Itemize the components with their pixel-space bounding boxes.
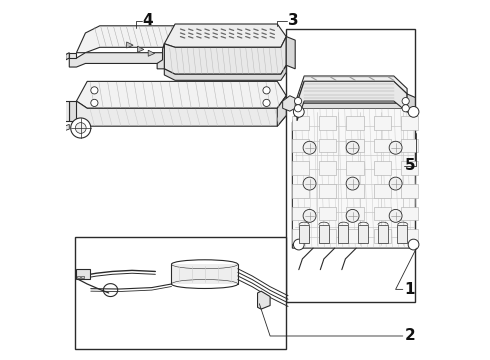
Polygon shape [407, 94, 416, 116]
Polygon shape [297, 81, 407, 121]
Bar [292, 161, 309, 175]
Bar [346, 207, 364, 220]
Circle shape [75, 123, 86, 134]
Bar [374, 139, 391, 152]
Bar [401, 207, 418, 220]
Bar [81, 276, 84, 278]
Polygon shape [64, 101, 69, 121]
Polygon shape [69, 53, 76, 58]
Bar [319, 161, 336, 175]
Circle shape [389, 177, 402, 190]
Polygon shape [62, 125, 69, 132]
Bar [338, 225, 348, 243]
Polygon shape [69, 53, 261, 67]
Polygon shape [164, 37, 286, 74]
Bar [319, 139, 336, 152]
Circle shape [294, 98, 302, 105]
Bar [292, 116, 309, 130]
Circle shape [346, 141, 359, 154]
Bar [319, 229, 336, 243]
Bar [397, 225, 408, 243]
Bar [319, 184, 336, 198]
Bar [401, 229, 418, 243]
Polygon shape [293, 103, 416, 248]
Polygon shape [66, 53, 69, 60]
Bar [74, 237, 286, 348]
Polygon shape [76, 26, 261, 53]
Circle shape [303, 177, 316, 190]
Polygon shape [148, 50, 155, 56]
Bar [76, 269, 90, 279]
Polygon shape [261, 45, 267, 62]
Bar [374, 207, 391, 220]
Circle shape [91, 99, 98, 107]
Bar [374, 161, 391, 175]
Circle shape [402, 98, 409, 105]
Text: 5: 5 [405, 158, 415, 173]
Polygon shape [164, 65, 286, 80]
Polygon shape [299, 103, 416, 108]
Text: 2: 2 [405, 328, 416, 343]
Bar [378, 225, 388, 243]
Polygon shape [283, 96, 295, 111]
Bar [318, 225, 329, 243]
Bar [401, 139, 418, 152]
Polygon shape [164, 24, 286, 47]
Bar [299, 225, 309, 243]
Polygon shape [277, 96, 286, 126]
Circle shape [346, 177, 359, 190]
Polygon shape [286, 37, 295, 69]
Text: 3: 3 [288, 13, 299, 28]
Circle shape [294, 105, 302, 112]
Circle shape [263, 87, 270, 94]
Text: 1: 1 [405, 282, 415, 297]
Polygon shape [157, 44, 164, 69]
Circle shape [389, 141, 402, 154]
Bar [374, 229, 391, 243]
Bar [77, 276, 80, 278]
Bar [401, 184, 418, 198]
Polygon shape [297, 76, 407, 103]
Bar [319, 207, 336, 220]
Circle shape [408, 239, 419, 250]
Bar [292, 139, 309, 152]
Bar [346, 229, 364, 243]
Bar [292, 207, 309, 220]
Bar [346, 161, 364, 175]
Bar [374, 116, 391, 130]
Polygon shape [172, 264, 238, 284]
Polygon shape [69, 101, 76, 121]
Circle shape [294, 107, 304, 117]
Bar [346, 184, 364, 198]
Bar [401, 116, 418, 130]
Bar [319, 116, 336, 130]
Circle shape [346, 210, 359, 222]
Circle shape [294, 239, 304, 250]
Circle shape [402, 105, 409, 112]
Bar [292, 229, 309, 243]
Circle shape [408, 107, 419, 117]
Bar [374, 184, 391, 198]
Polygon shape [126, 42, 133, 48]
Circle shape [303, 210, 316, 222]
Text: 4: 4 [143, 13, 153, 28]
Polygon shape [258, 291, 270, 309]
Bar [286, 30, 416, 302]
Bar [346, 139, 364, 152]
Bar [346, 116, 364, 130]
Bar [401, 161, 418, 175]
Circle shape [71, 118, 91, 138]
Circle shape [303, 141, 316, 154]
Circle shape [91, 87, 98, 94]
Bar [292, 184, 309, 198]
Polygon shape [137, 46, 144, 52]
Polygon shape [76, 81, 286, 108]
Circle shape [263, 99, 270, 107]
Circle shape [389, 210, 402, 222]
Bar [358, 225, 368, 243]
Polygon shape [76, 96, 286, 126]
